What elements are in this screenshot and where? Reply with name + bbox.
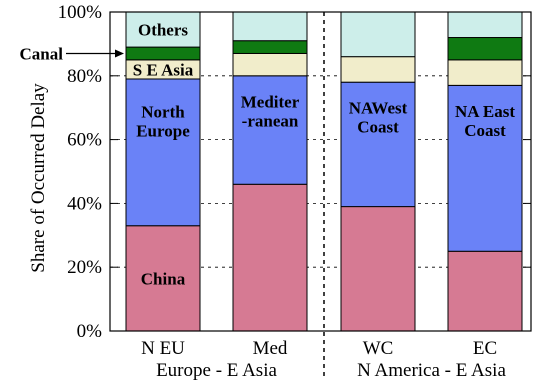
segment-label: North bbox=[141, 102, 185, 121]
segment-label: Others bbox=[138, 21, 188, 40]
y-axis-title: Share of Occurred Delay bbox=[28, 83, 49, 273]
segment-label: -ranean bbox=[242, 111, 299, 130]
y-tick-label: 60% bbox=[67, 130, 102, 151]
bar-segment-seasia bbox=[447, 59, 523, 86]
y-tick-label: 0% bbox=[77, 321, 103, 342]
bar-segment-canal bbox=[447, 37, 523, 61]
segment-label: China bbox=[141, 269, 186, 288]
segment-label: Mediter bbox=[241, 92, 300, 111]
bar-segment-china bbox=[125, 225, 201, 332]
x-category-label: WC bbox=[363, 338, 394, 359]
segment-label: Europe bbox=[136, 121, 190, 140]
segment-label: Coast bbox=[464, 121, 506, 140]
x-category-label: Med bbox=[253, 338, 288, 359]
x-group-label: Europe - E Asia bbox=[156, 360, 277, 381]
bar-segment-china bbox=[447, 250, 523, 332]
bar-segment-region bbox=[232, 75, 308, 185]
y-tick-label: 80% bbox=[67, 66, 102, 87]
bar-segment-region bbox=[340, 81, 416, 208]
segment-label: NAWest bbox=[349, 99, 408, 118]
y-tick-label: 20% bbox=[67, 257, 102, 278]
segment-label: Coast bbox=[357, 118, 399, 137]
canal-annotation: Canal bbox=[20, 44, 64, 63]
plot-frame bbox=[109, 11, 532, 332]
bar-segment-seasia bbox=[340, 56, 416, 83]
y-tick-label: 100% bbox=[58, 2, 103, 23]
bar-segment-others bbox=[125, 11, 201, 48]
y-tick-label: 40% bbox=[67, 193, 102, 214]
bar-segment-region bbox=[125, 78, 201, 227]
bar-segment-others bbox=[447, 11, 523, 39]
bar-segment-region bbox=[447, 84, 523, 252]
x-category-label: EC bbox=[473, 338, 497, 359]
x-group-label: N America - E Asia bbox=[357, 360, 506, 381]
segment-label: NA East bbox=[455, 102, 515, 121]
bar-segment-others bbox=[340, 11, 416, 58]
bar-segment-china bbox=[232, 183, 308, 332]
bar-segment-canal bbox=[125, 46, 201, 61]
x-category-label: N EU bbox=[141, 338, 185, 359]
canal-arrow-head bbox=[115, 49, 124, 58]
segment-label: S E Asia bbox=[133, 60, 194, 79]
bar-segment-china bbox=[340, 206, 416, 332]
bar-segment-canal bbox=[232, 40, 308, 54]
bar-segment-seasia bbox=[232, 52, 308, 77]
bar-segment-others bbox=[232, 11, 308, 42]
